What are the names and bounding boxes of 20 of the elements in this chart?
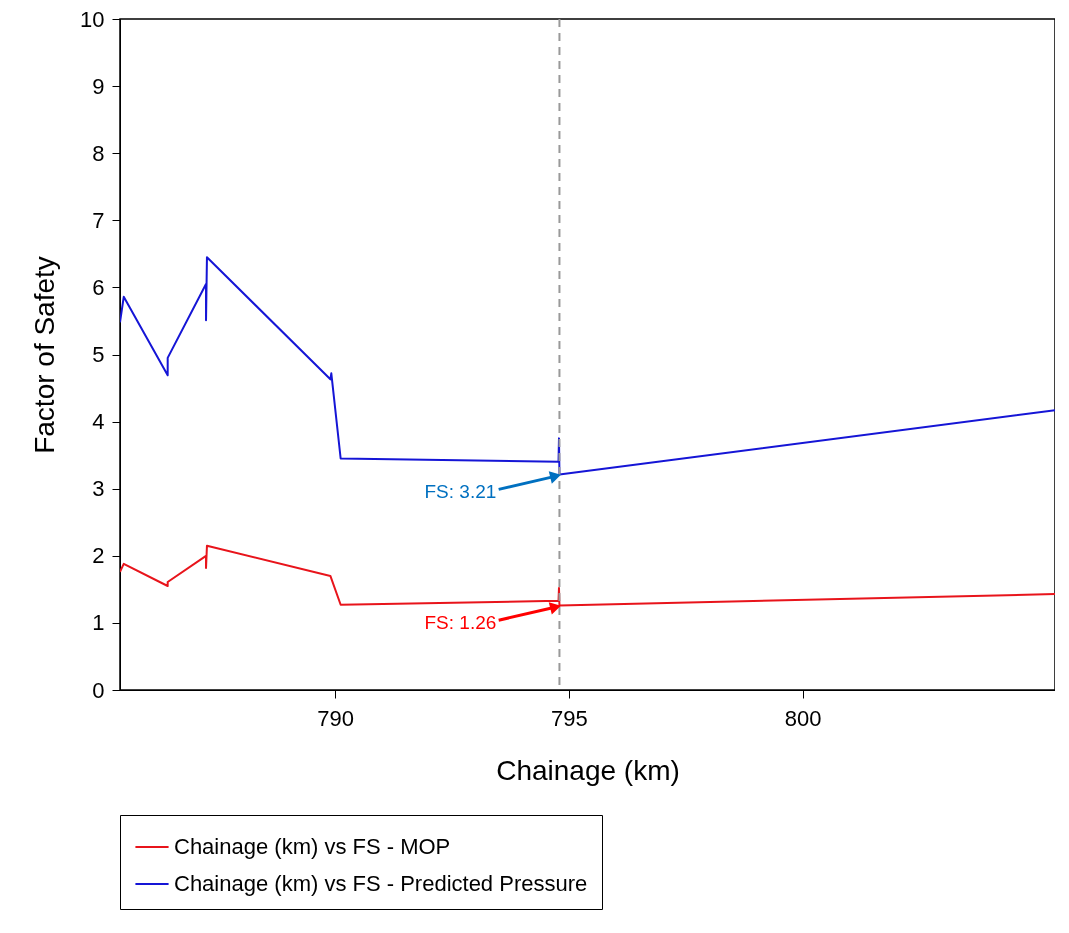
legend-label: Chainage (km) vs FS - Predicted Pressure (174, 871, 588, 896)
y-tick-label: 6 (92, 274, 105, 300)
x-tick-label: 790 (317, 705, 354, 731)
annotation: FS: 1.26 (424, 611, 497, 633)
y-tick-label: 10 (80, 6, 105, 32)
annotation: FS: 3.21 (424, 481, 497, 503)
x-tick-label: 800 (784, 705, 822, 731)
y-tick-label: 8 (92, 140, 105, 166)
y-tick-label: 9 (92, 73, 105, 99)
x-axis-title: Chainage (km) (496, 754, 680, 786)
x-tick-label: 795 (550, 705, 588, 731)
y-tick-label: 3 (92, 476, 105, 502)
legend-label: Chainage (km) vs FS - MOP (174, 834, 451, 859)
y-tick-label: 5 (92, 342, 105, 367)
y-tick-label: 7 (92, 207, 105, 233)
y-tick-label: 2 (92, 543, 105, 569)
y-axis-title: Factor of Safety (29, 256, 61, 454)
y-tick-label: 0 (92, 677, 105, 703)
y-tick-label: 1 (92, 610, 105, 636)
y-tick-label: 4 (92, 409, 105, 435)
